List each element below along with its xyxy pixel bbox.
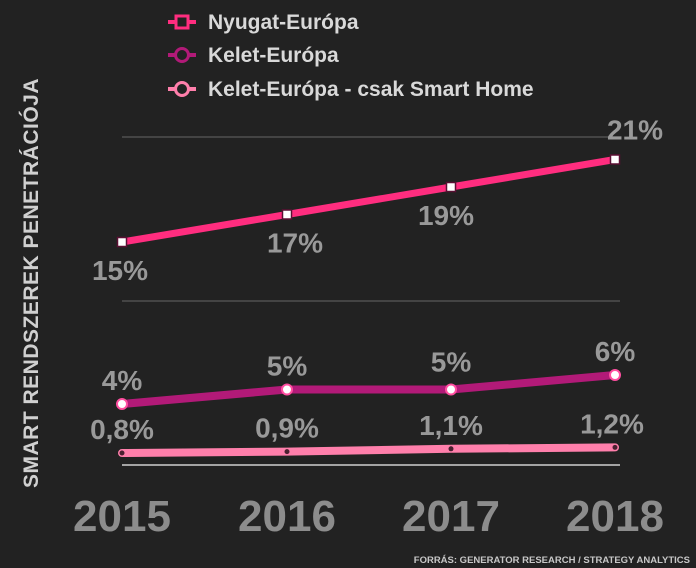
data-point [445, 383, 457, 396]
x-tick-label: 2018 [566, 492, 664, 541]
series-line [118, 371, 619, 408]
series-line [118, 443, 619, 457]
data-point [445, 181, 457, 193]
series-line [118, 156, 619, 246]
data-label: 0,8% [90, 414, 154, 445]
legend-item: Kelet-Európa [168, 44, 339, 67]
data-point [284, 449, 290, 455]
x-axis-ticks: 2015 2016 2017 2018 [73, 492, 664, 541]
data-point [116, 236, 128, 248]
data-label: 15% [92, 255, 148, 286]
x-tick-label: 2016 [238, 492, 336, 541]
legend-circle-marker-icon [174, 47, 190, 63]
series-1: 15% 17% 19% 21% [92, 115, 663, 287]
legend-label: Kelet-Európa - csak Smart Home [208, 78, 534, 101]
data-label: 6% [595, 336, 636, 367]
series-3: 0,8% 0,9% 1,1% 1,2% [90, 408, 644, 457]
data-label: 17% [267, 228, 323, 259]
legend-label: Kelet-Európa [208, 44, 339, 67]
data-label: 19% [418, 200, 474, 231]
data-point [281, 209, 293, 220]
data-point [612, 444, 618, 450]
data-point [609, 369, 621, 381]
source-note: FORRÁS: GENERATOR RESEARCH / STRATEGY AN… [414, 555, 690, 566]
x-tick-label: 2017 [402, 492, 500, 541]
legend-square-marker-icon [174, 14, 190, 30]
data-label: 5% [267, 351, 308, 382]
data-point [281, 383, 293, 396]
legend-label: Nyugat-Európa [208, 11, 359, 34]
legend-item: Kelet-Európa - csak Smart Home [168, 78, 534, 101]
gridlines [122, 136, 620, 466]
series-layer: 15% 17% 19% 21% 4% 5% 5% 6% 0,8% 0,9% 1,1% 1,2% [90, 115, 663, 457]
data-point [119, 450, 125, 456]
data-label: 1,2% [580, 408, 644, 439]
x-tick-label: 2015 [73, 492, 171, 541]
data-label: 4% [102, 365, 143, 396]
data-point [448, 446, 454, 452]
legend: Nyugat-Európa Kelet-Európa Kelet-Európa - … [168, 11, 534, 101]
data-label: 21% [607, 115, 663, 146]
data-label: 1,1% [419, 410, 483, 441]
data-point [609, 154, 621, 165]
legend-circle-marker-icon [174, 81, 190, 97]
data-point [116, 398, 128, 410]
series-2: 4% 5% 5% 6% [102, 336, 636, 410]
y-axis-label: SMART RENDSZEREK PENETRÁCIÓJA [19, 78, 43, 488]
data-label: 0,9% [255, 413, 319, 444]
data-label: 5% [431, 347, 472, 378]
legend-item: Nyugat-Európa [168, 11, 359, 34]
